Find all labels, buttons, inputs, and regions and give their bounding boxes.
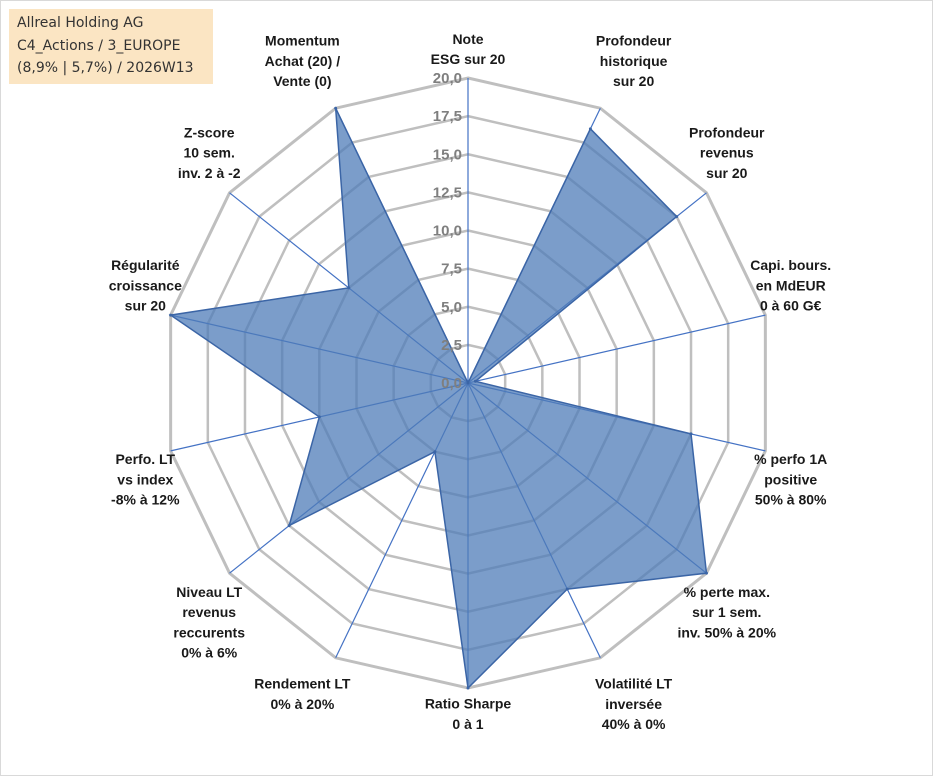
axis-label: Profondeur: [689, 124, 765, 140]
axis-label: sur 20: [125, 298, 166, 314]
series-vertex: [169, 313, 173, 317]
axis-label: 40% à 0%: [602, 716, 666, 732]
series-vertex: [334, 106, 338, 110]
axis-label: 0% à 6%: [181, 645, 238, 661]
tick-label: 5,0: [441, 299, 462, 316]
tick-label: 0,0: [441, 375, 462, 392]
stats-label: (8,9% | 5,7%) / 2026W13: [17, 60, 194, 76]
axis-label: % perte max.: [684, 584, 770, 600]
axis-label: Momentum: [265, 32, 340, 48]
axis-label: revenus: [700, 145, 754, 161]
axis-label: 0 à 60 G€: [760, 298, 822, 314]
series-vertex: [704, 571, 708, 575]
axis-label: positive: [764, 471, 817, 487]
axis-label: Capi. bours.: [750, 257, 831, 273]
series-vertex: [287, 524, 291, 528]
axis-label: Note: [452, 31, 483, 47]
axis-label: revenus: [182, 604, 236, 620]
axis-label: inv. 50% à 20%: [677, 624, 776, 640]
series-vertex: [317, 415, 321, 419]
tick-label: 17,5: [433, 108, 462, 125]
series-vertex: [473, 379, 477, 383]
tick-label: 15,0: [433, 146, 462, 163]
axis-label: 50% à 80%: [755, 492, 827, 508]
tick-label: 2,5: [441, 337, 462, 354]
axis-label: Vente (0): [273, 73, 331, 89]
tick-label: 20,0: [433, 70, 462, 87]
axis-label: inversée: [605, 696, 662, 712]
series-vertex: [675, 215, 679, 219]
axis-label: 0 à 1: [452, 716, 483, 732]
axis-label: Profondeur: [596, 32, 672, 48]
axis-label: vs index: [117, 471, 173, 487]
tick-label: 10,0: [433, 223, 462, 240]
series-vertex: [433, 450, 437, 454]
series-vertex: [347, 286, 351, 290]
radar-series: [168, 106, 708, 690]
axis-label: inv. 2 à -2: [178, 165, 241, 181]
axis-label: 0% à 20%: [270, 696, 334, 712]
axis-labels: Note ESG sur 20 Profondeur historique sur 20…: [109, 31, 831, 732]
axis-label: -8% à 12%: [111, 492, 180, 508]
axis-label: en MdEUR: [756, 277, 826, 293]
axis-label: Régularité: [111, 257, 180, 273]
axis-label: ESG sur 20: [431, 51, 506, 67]
axis-label: Niveau LT: [176, 584, 242, 600]
axis-label: Z-score: [184, 124, 235, 140]
info-box: Allreal Holding AG C4_Actions / 3_EUROPE…: [9, 9, 213, 84]
axis-label: sur 1 sem.: [692, 604, 761, 620]
series-vertex: [588, 127, 592, 131]
series-vertex: [689, 432, 693, 436]
axis-label: Ratio Sharpe: [425, 696, 512, 712]
axis-label: % perfo 1A: [754, 451, 827, 467]
category-label: C4_Actions / 3_EUROPE: [17, 37, 181, 54]
axis-label: Rendement LT: [254, 676, 351, 692]
company-name: Allreal Holding AG: [17, 15, 144, 31]
axis-label: sur 20: [613, 73, 654, 89]
axis-label: sur 20: [706, 165, 747, 181]
axis-spoke: [467, 314, 766, 384]
tick-label: 12,5: [433, 184, 462, 201]
radial-tick-labels: 0,0 2,5 5,0 7,5 10,0 12,5 15,0 17,5 20,0: [433, 70, 462, 392]
series-vertex: [466, 381, 470, 385]
axis-label: Perfo. LT: [115, 451, 175, 467]
axis-label: Achat (20) /: [265, 53, 341, 69]
series-vertex: [565, 587, 569, 591]
series-vertex: [466, 686, 470, 690]
tick-label: 7,5: [441, 261, 462, 278]
axis-label: reccurents: [173, 624, 245, 640]
axis-label: 10 sem.: [184, 145, 235, 161]
axis-label: historique: [600, 53, 668, 69]
axis-label: croissance: [109, 277, 182, 293]
axis-label: Volatilité LT: [595, 676, 673, 692]
